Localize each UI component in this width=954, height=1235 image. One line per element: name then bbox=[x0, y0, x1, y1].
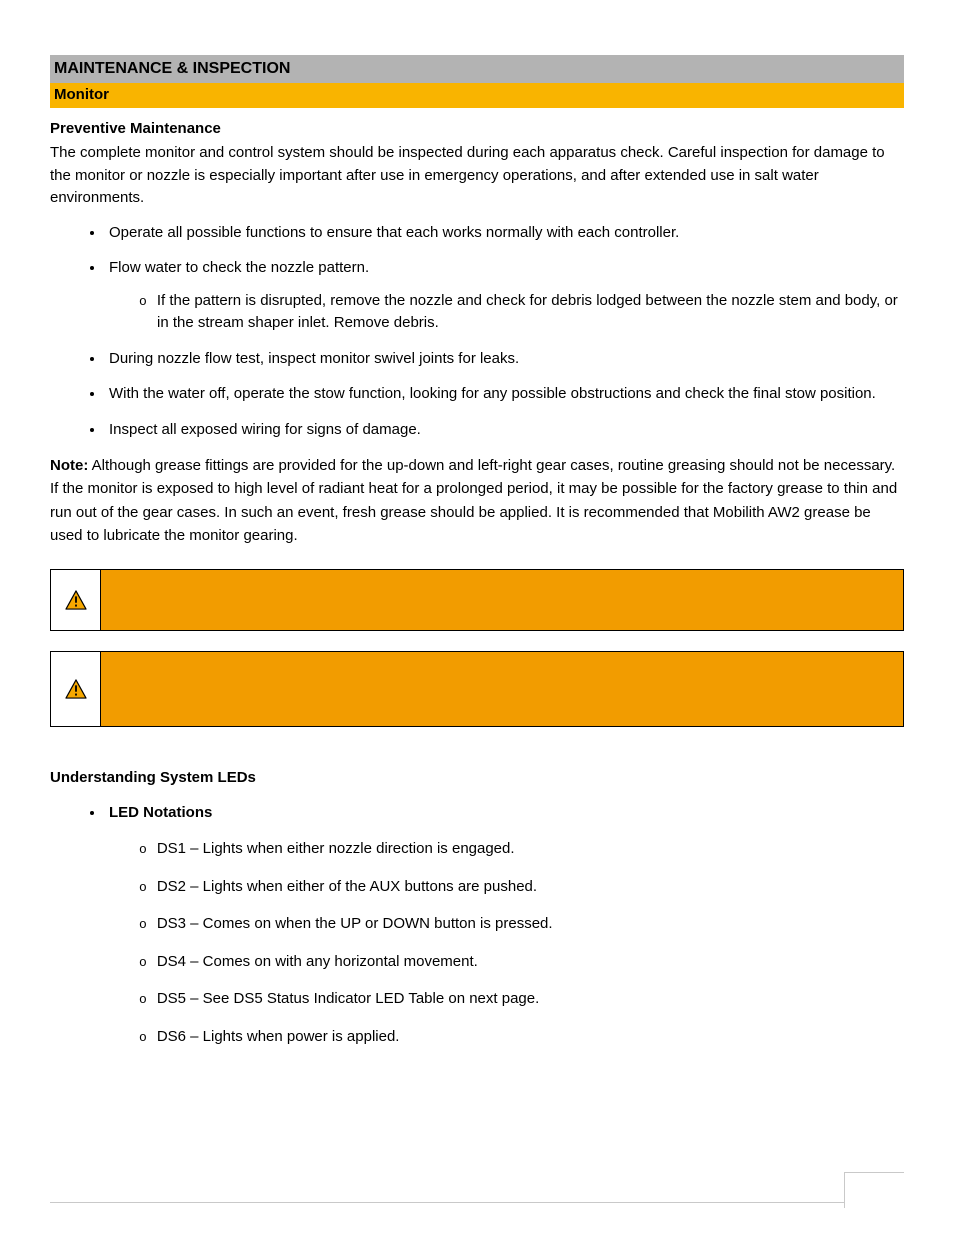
callout-icon-cell bbox=[51, 652, 101, 726]
list-item: Flow water to check the nozzle pattern. … bbox=[105, 257, 904, 335]
leds-heading: Understanding System LEDs bbox=[50, 767, 904, 790]
callout-icon-cell bbox=[51, 570, 101, 630]
led-root-list: LED Notations DS1 – Lights when either n… bbox=[50, 802, 904, 1049]
footer-rule bbox=[50, 1202, 904, 1203]
warning-icon bbox=[65, 679, 87, 699]
list-item: DS2 – Lights when either of the AUX butt… bbox=[139, 876, 904, 899]
list-item-text: Flow water to check the nozzle pattern. bbox=[109, 259, 369, 276]
warning-callout bbox=[50, 569, 904, 631]
callout-group bbox=[50, 569, 904, 727]
list-item: DS3 – Comes on when the UP or DOWN butto… bbox=[139, 913, 904, 936]
list-item: Inspect all exposed wiring for signs of … bbox=[105, 419, 904, 442]
footer-page-box bbox=[844, 1172, 904, 1208]
preventive-sublist: If the pattern is disrupted, remove the … bbox=[109, 290, 904, 335]
callout-body bbox=[101, 652, 903, 726]
list-item: DS4 – Comes on with any horizontal movem… bbox=[139, 951, 904, 974]
subsection-header: Monitor bbox=[50, 83, 904, 108]
section-header: MAINTENANCE & INSPECTION bbox=[50, 55, 904, 83]
led-sublist: DS1 – Lights when either nozzle directio… bbox=[109, 838, 904, 1048]
led-notations-label: LED Notations bbox=[109, 804, 212, 821]
callout-body bbox=[101, 570, 903, 630]
list-item: During nozzle flow test, inspect monitor… bbox=[105, 348, 904, 371]
preventive-heading: Preventive Maintenance bbox=[50, 118, 904, 141]
list-item: Operate all possible functions to ensure… bbox=[105, 222, 904, 245]
note-label: Note: bbox=[50, 457, 88, 474]
list-item: If the pattern is disrupted, remove the … bbox=[139, 290, 904, 335]
list-item: DS5 – See DS5 Status Indicator LED Table… bbox=[139, 988, 904, 1011]
warning-callout bbox=[50, 651, 904, 727]
note-text: Although grease fittings are provided fo… bbox=[50, 457, 897, 544]
list-item: LED Notations DS1 – Lights when either n… bbox=[105, 802, 904, 1049]
list-item: DS1 – Lights when either nozzle directio… bbox=[139, 838, 904, 861]
list-item: DS6 – Lights when power is applied. bbox=[139, 1026, 904, 1049]
note-paragraph: Note: Although grease fittings are provi… bbox=[50, 454, 904, 547]
warning-icon bbox=[65, 590, 87, 610]
preventive-intro: The complete monitor and control system … bbox=[50, 142, 904, 210]
preventive-list: Operate all possible functions to ensure… bbox=[50, 222, 904, 442]
list-item: With the water off, operate the stow fun… bbox=[105, 383, 904, 406]
